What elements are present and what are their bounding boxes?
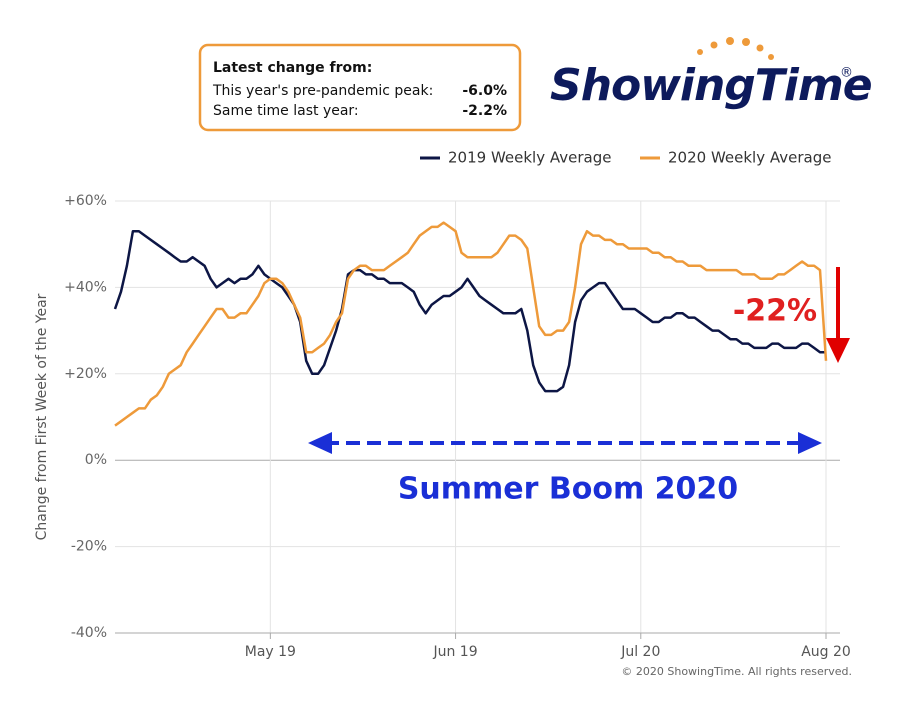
y-tick-label: -20% [71,539,107,555]
logo-dots [697,37,774,60]
info-box [198,43,522,132]
grid [115,200,840,634]
y-axis-label: Change from First Week of the Year [34,293,50,540]
boom-arrow [308,432,822,454]
y-tick-label: +60% [64,193,107,209]
y-tick-label: +20% [64,366,107,382]
y-tick-label: -40% [71,625,107,641]
y-tick-label: 0% [85,452,107,468]
info-value: -6.0% [462,83,507,99]
info-label: This year's pre-pandemic peak: [212,83,433,99]
x-tick-label: May 19 [245,644,296,660]
boom-annotation: Summer Boom 2020 [398,472,738,507]
series-line [113,229,826,393]
x-tick-label: Jun 19 [432,644,477,660]
logo-mark: ® [840,66,853,81]
x-tick-label: Aug 20 [801,644,851,660]
info-label: Same time last year: [213,103,359,119]
legend-label: 2019 Weekly Average [448,149,611,167]
info-value: -2.2% [462,103,507,119]
series-line [114,221,828,427]
logo: ShowingTime [550,60,872,111]
legend-label: 2020 Weekly Average [668,149,831,167]
x-tick-label: Jul 20 [620,644,660,660]
info-title: Latest change from: [213,60,372,76]
copyright: © 2020 ShowingTime. All rights reserved. [621,665,852,678]
y-tick-label: +40% [64,279,107,295]
drop-arrow [826,267,850,363]
drop-annotation: -22% [733,294,817,329]
